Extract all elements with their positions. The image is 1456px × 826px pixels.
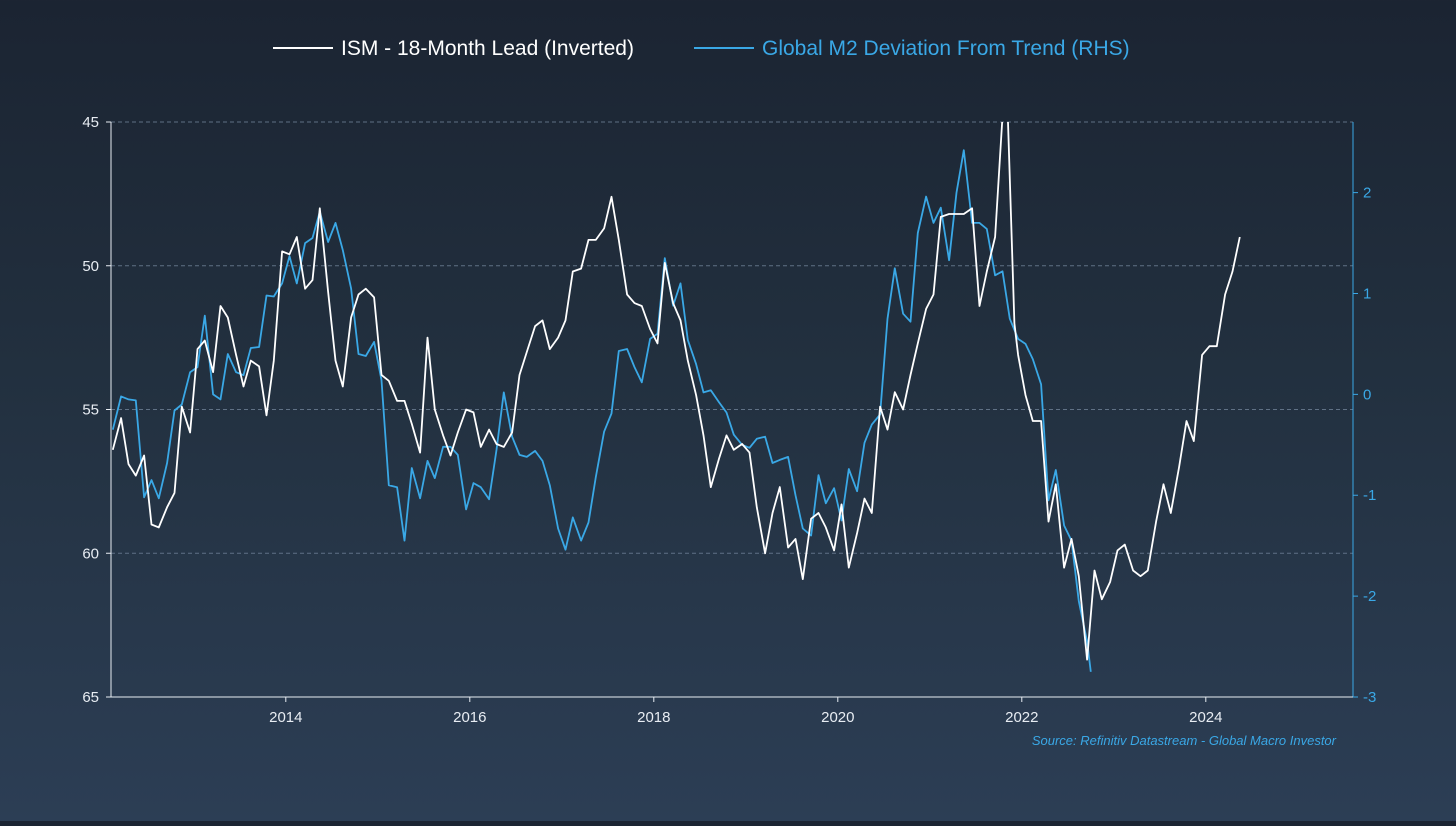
series-line-ism [111, 122, 1241, 661]
y-right-tick-label: -2 [1363, 588, 1376, 605]
y-left-tick-label: 55 [82, 402, 99, 419]
y-right-tick-label: -3 [1363, 689, 1376, 706]
y-left-tick-label: 45 [82, 114, 99, 131]
x-tick-label: 2022 [1005, 709, 1038, 726]
x-tick-label: 2024 [1189, 709, 1222, 726]
x-tick-label: 2018 [637, 709, 670, 726]
y-left-tick-label: 50 [82, 258, 99, 275]
x-tick-label: 2016 [453, 709, 486, 726]
y-right-tick-label: -1 [1363, 487, 1376, 504]
legend-label-ism: ISM - 18-Month Lead (Inverted) [341, 37, 634, 60]
x-tick-label: 2014 [269, 709, 302, 726]
x-tick-label: 2020 [821, 709, 854, 726]
y-right-tick-label: 2 [1363, 185, 1371, 202]
grid-lines [111, 121, 1353, 554]
legend: ISM - 18-Month Lead (Inverted) Global M2… [273, 37, 1130, 60]
y-left-tick-label: 65 [82, 689, 99, 706]
series-line-m2 [111, 149, 1092, 672]
y-right-tick-label: 0 [1363, 386, 1371, 403]
series-lines [111, 122, 1241, 672]
y-right-tick-label: 1 [1363, 285, 1371, 302]
axes: 45 50 55 60 65 2 1 0 -1 -2 -3 2014 2016 2018 2020 2022 2… [82, 114, 1376, 726]
source-note: Source: Refinitiv Datastream - Global Ma… [1032, 733, 1337, 748]
legend-label-m2: Global M2 Deviation From Trend (RHS) [762, 37, 1130, 60]
y-left-tick-label: 60 [82, 545, 99, 562]
